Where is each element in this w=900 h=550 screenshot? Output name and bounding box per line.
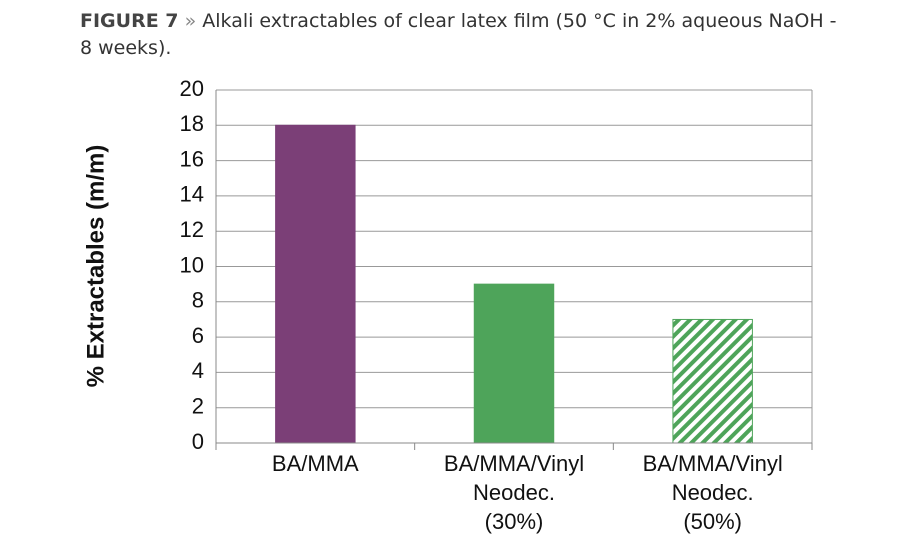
separator: » [184,10,197,32]
bar [275,124,356,444]
figure-label: FIGURE 7 [80,10,179,32]
y-tick-label: 6 [192,323,204,348]
bar [672,318,753,444]
y-tick-label: 20 [180,76,204,101]
bar [473,283,555,444]
y-tick-label: 12 [180,217,204,242]
y-tick-label: 0 [192,429,204,454]
x-tick-label: BA/MMA/Vinyl [444,451,584,476]
y-tick-label: 8 [192,288,204,313]
y-tick-label: 2 [192,394,204,419]
y-tick-label: 18 [180,111,204,136]
x-tick-label: Neodec. [672,480,754,505]
x-tick-label: BA/MMA/Vinyl [643,451,783,476]
y-axis-label: % Extractables (m/m) [82,145,109,388]
x-tick-label: (30%) [485,509,544,534]
x-tick-label: (50%) [683,509,742,534]
y-tick-label: 4 [192,358,204,383]
x-tick-label: Neodec. [473,480,555,505]
y-tick-label: 14 [180,182,204,207]
y-tick-label: 10 [180,252,204,277]
title-text: Alkali extractables of clear latex film … [80,10,837,59]
x-tick-label: BA/MMA [272,451,359,476]
y-tick-label: 16 [180,146,204,171]
chart-title: FIGURE 7 » Alkali extractables of clear … [80,8,840,62]
